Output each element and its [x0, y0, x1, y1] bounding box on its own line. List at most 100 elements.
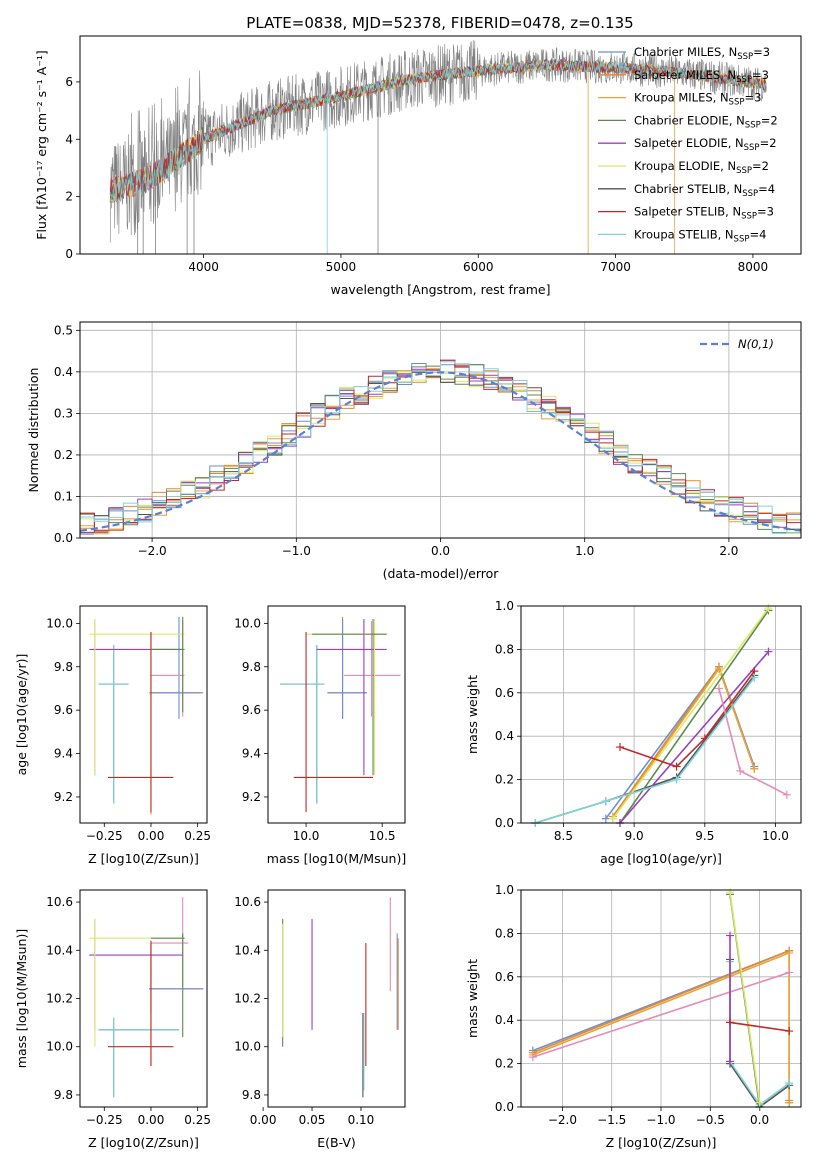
x-tick-label: −0.25 — [86, 829, 123, 843]
x-tick-label: −1.0 — [646, 1113, 675, 1127]
y-tick-label: 10.6 — [46, 895, 73, 909]
y-tick-label: 0.1 — [54, 489, 73, 503]
weight-series-8 — [729, 892, 761, 1103]
panel-mass-vs-Z: −0.25 0.00 0.25 9.8 10.0 10.2 10.4 10.6 Z [log10… — [14, 889, 211, 1150]
y-tick-label: 10.0 — [234, 1040, 261, 1054]
weight-marker — [785, 1079, 794, 1088]
legend-normal: N(0,1) — [738, 337, 774, 351]
x-tick-label: −1.0 — [282, 544, 311, 558]
weight-marker — [601, 814, 610, 823]
axes-frame — [267, 605, 406, 824]
axes-frame — [79, 605, 208, 824]
panels: 4000 5000 6000 7000 8000 0 2 4 6 wavelength [Angs… — [14, 35, 802, 1150]
weight-series-9 — [729, 1021, 790, 1032]
y-tick-label: 4 — [65, 132, 73, 146]
x-tick-label: −2.0 — [138, 544, 167, 558]
y-tick-label: 0.3 — [54, 406, 73, 420]
y-tick-label: 10.6 — [234, 895, 261, 909]
y-tick-label: 9.4 — [242, 747, 261, 761]
weight-marker — [750, 673, 759, 682]
y-tick-label: 10.0 — [46, 616, 73, 630]
y-tick-label: 10.4 — [46, 943, 73, 957]
y-tick-label: 9.8 — [54, 1088, 73, 1102]
y-tick-label: 9.2 — [242, 790, 261, 804]
legend-entry: Kroupa ELODIE, NSSP=2 — [634, 159, 769, 176]
y-tick-label: 10.0 — [234, 616, 261, 630]
panel-massweight-vs-age: 8.5 9.0 9.5 10.0 0.0 0.2 0.4 0.6 0.8 1.0 age [log1… — [465, 599, 802, 866]
legend-entry: Kroupa MILES, NSSP=3 — [634, 91, 761, 108]
x-tick-label: −0.5 — [696, 1113, 725, 1127]
weight-marker — [726, 931, 735, 940]
y-tick-label: 9.2 — [54, 790, 73, 804]
y-tick-label: 0.4 — [495, 729, 514, 743]
y-tick-label: 0.8 — [495, 642, 514, 656]
axes-frame — [79, 889, 208, 1108]
weight-marker — [736, 766, 745, 775]
figure-title: PLATE=0838, MJD=52378, FIBERID=0478, z=0… — [246, 14, 633, 32]
x-axis-label: (data-model)/error — [383, 566, 500, 581]
histogram-8 — [80, 361, 801, 537]
weight-marker — [615, 743, 624, 752]
y-axis-label: mass weight — [465, 675, 480, 754]
x-tick-label: 4000 — [188, 260, 219, 274]
x-axis-label: mass [log10(M/Msun)] — [267, 851, 406, 866]
y-tick-label: 6 — [65, 75, 73, 89]
y-axis-label: age [log10(age/yr)] — [14, 654, 29, 776]
x-axis-label: Z [log10(Z/Zsun)] — [88, 851, 199, 866]
weight-marker — [528, 1053, 537, 1062]
y-axis-label: mass weight — [465, 959, 480, 1038]
y-tick-label: 0.4 — [495, 1013, 514, 1027]
x-tick-label: 7000 — [600, 260, 631, 274]
x-tick-label: 0.05 — [299, 1113, 326, 1127]
y-tick-label: 9.8 — [54, 660, 73, 674]
panel-age-vs-mass: 10.0 10.5 9.2 9.4 9.6 9.8 10.0 mass [log10(M/Ms… — [234, 605, 406, 866]
weight-marker — [714, 684, 723, 693]
legend-entry: Chabrier MILES, NSSP=3 — [634, 45, 770, 62]
y-tick-label: 0.2 — [54, 448, 73, 462]
x-tick-label: 0.25 — [184, 1113, 211, 1127]
y-tick-label: 9.4 — [54, 747, 73, 761]
axes-frame — [79, 321, 802, 539]
x-tick-label: 0.10 — [348, 1113, 375, 1127]
x-tick-label: 9.0 — [625, 829, 644, 843]
x-axis-label: wavelength [Angstrom, rest frame] — [330, 282, 550, 297]
y-tick-label: 10.2 — [46, 992, 73, 1006]
x-tick-label: 8.5 — [554, 829, 573, 843]
weight-marker — [785, 948, 794, 957]
weight-series-4 — [619, 609, 770, 824]
x-tick-label: 0.25 — [184, 829, 211, 843]
x-tick-label: 10.0 — [762, 829, 789, 843]
x-tick-label: 0.0 — [750, 1113, 769, 1127]
observed-spectrum — [109, 40, 767, 243]
panel-age-vs-Z: −0.25 0.00 0.25 9.2 9.4 9.6 9.8 10.0 Z [log10(Z/… — [14, 605, 211, 866]
x-tick-label: 5000 — [326, 260, 357, 274]
legend-entry: Chabrier ELODIE, NSSP=2 — [634, 113, 778, 130]
axes-frame — [520, 605, 802, 824]
y-tick-label: 1.0 — [495, 599, 514, 613]
y-tick-label: 10.0 — [46, 1040, 73, 1054]
axes-frame — [520, 889, 802, 1108]
x-tick-label: −1.5 — [597, 1113, 626, 1127]
y-tick-label: 1.0 — [495, 883, 514, 897]
weight-marker — [764, 647, 773, 656]
y-tick-label: 9.6 — [242, 703, 261, 717]
y-tick-label: 0.5 — [54, 323, 73, 337]
weight-marker — [782, 790, 791, 799]
weight-marker — [601, 797, 610, 806]
weight-marker — [726, 888, 735, 897]
y-tick-label: 0.6 — [495, 970, 514, 984]
weight-marker — [755, 1098, 764, 1107]
axes-frame — [79, 35, 802, 255]
x-tick-label: 10.5 — [369, 829, 396, 843]
x-axis-label: E(B-V) — [317, 1135, 356, 1150]
y-axis-label: Flux [fλ10⁻¹⁷ erg cm⁻² s⁻¹ A⁻¹] — [34, 50, 49, 239]
panel-spectrum: 4000 5000 6000 7000 8000 0 2 4 6 wavelength [Angs… — [34, 35, 802, 297]
weight-marker — [785, 1027, 794, 1036]
y-tick-label: 0 — [65, 247, 73, 261]
y-tick-label: 9.8 — [242, 660, 261, 674]
weight-series-7 — [619, 670, 755, 768]
y-axis-label: mass [log10(M/Msun)] — [14, 929, 29, 1068]
x-tick-label: 10.0 — [293, 829, 320, 843]
weight-marker — [608, 814, 617, 823]
y-tick-label: 0.2 — [495, 773, 514, 787]
